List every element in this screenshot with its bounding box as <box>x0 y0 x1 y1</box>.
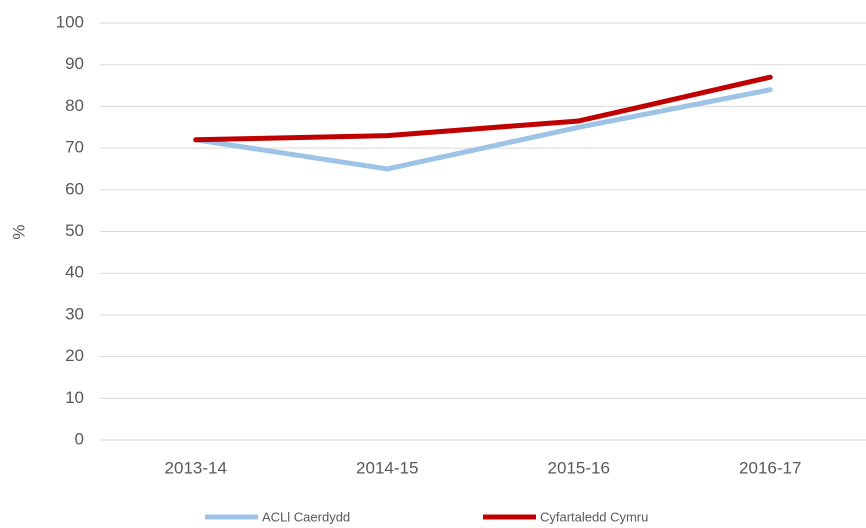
y-tick-label: 80 <box>65 96 84 115</box>
y-tick-label: 30 <box>65 304 84 323</box>
y-tick-label: 70 <box>65 138 84 157</box>
y-tick-label: 60 <box>65 179 84 198</box>
y-axis-label: % <box>9 224 28 239</box>
x-tick-label: 2014-15 <box>356 458 418 477</box>
y-tick-label: 10 <box>65 388 84 407</box>
series-line <box>193 74 773 143</box>
x-tick-label: 2015-16 <box>548 458 610 477</box>
series-line <box>193 87 773 172</box>
x-tick-label: 2013-14 <box>165 458 227 477</box>
y-tick-label: 90 <box>65 54 84 73</box>
y-tick-label: 50 <box>65 221 84 240</box>
x-tick-label: 2016-17 <box>739 458 801 477</box>
y-tick-label: 0 <box>75 429 84 448</box>
y-tick-label: 20 <box>65 346 84 365</box>
y-tick-label: 100 <box>56 12 84 31</box>
y-tick-label: 40 <box>65 263 84 282</box>
legend-label: ACLl Caerdydd <box>262 509 350 524</box>
legend-label: Cyfartaledd Cymru <box>540 509 648 524</box>
